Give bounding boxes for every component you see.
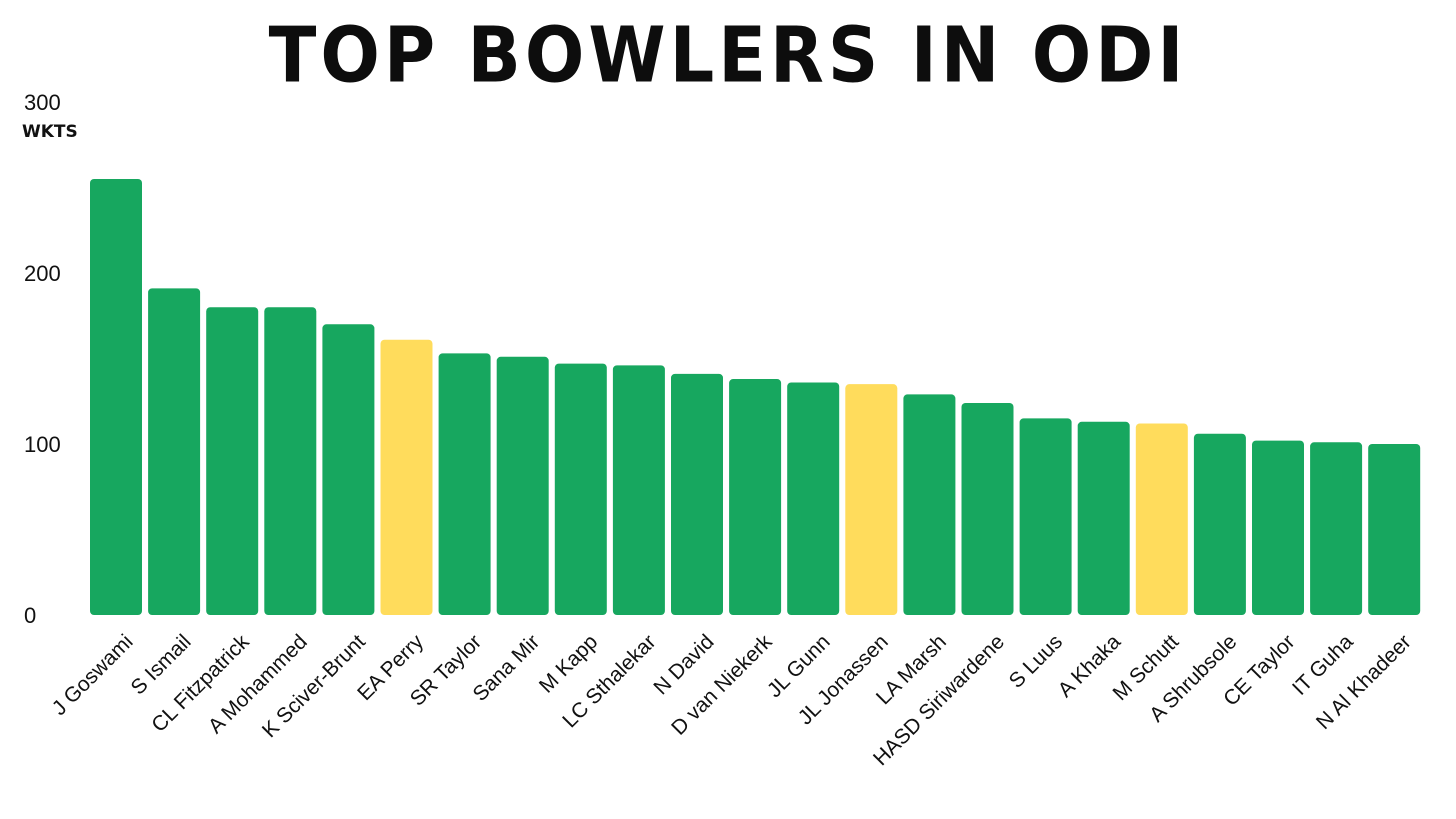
bar [1310, 442, 1363, 615]
bar [1368, 444, 1421, 615]
bar [1193, 433, 1246, 615]
bar [845, 384, 898, 615]
y-axis-unit-label: WKTS [22, 122, 78, 142]
bar [148, 288, 201, 615]
y-tick-label: 200 [24, 261, 61, 286]
bar [787, 382, 840, 615]
y-axis: 0 100 200 300 [24, 90, 61, 628]
bar [554, 363, 607, 615]
bar [438, 353, 491, 615]
bar [90, 178, 142, 615]
bar [496, 356, 549, 615]
y-tick-label: 100 [24, 432, 61, 457]
y-tick-label: 300 [24, 90, 61, 115]
y-tick-label: 0 [24, 603, 36, 628]
bar [380, 339, 433, 615]
bar [1077, 421, 1130, 615]
bar [1019, 418, 1072, 615]
bar [264, 307, 317, 615]
bar [961, 402, 1014, 615]
bar [903, 394, 956, 615]
x-tick-label: K Sciver-Brunt [258, 630, 370, 742]
x-tick-label: D van Niekerk [667, 630, 777, 740]
x-tick-label: J Goswami [48, 630, 138, 720]
bar [671, 373, 723, 615]
bar [1135, 423, 1188, 615]
bar [1252, 440, 1304, 615]
bar [322, 324, 375, 615]
bar [206, 307, 259, 615]
bars-group [90, 178, 1421, 615]
bar [612, 365, 665, 615]
chart-title: TOP BOWLERS IN ODI [268, 9, 1188, 101]
bar [729, 379, 782, 615]
